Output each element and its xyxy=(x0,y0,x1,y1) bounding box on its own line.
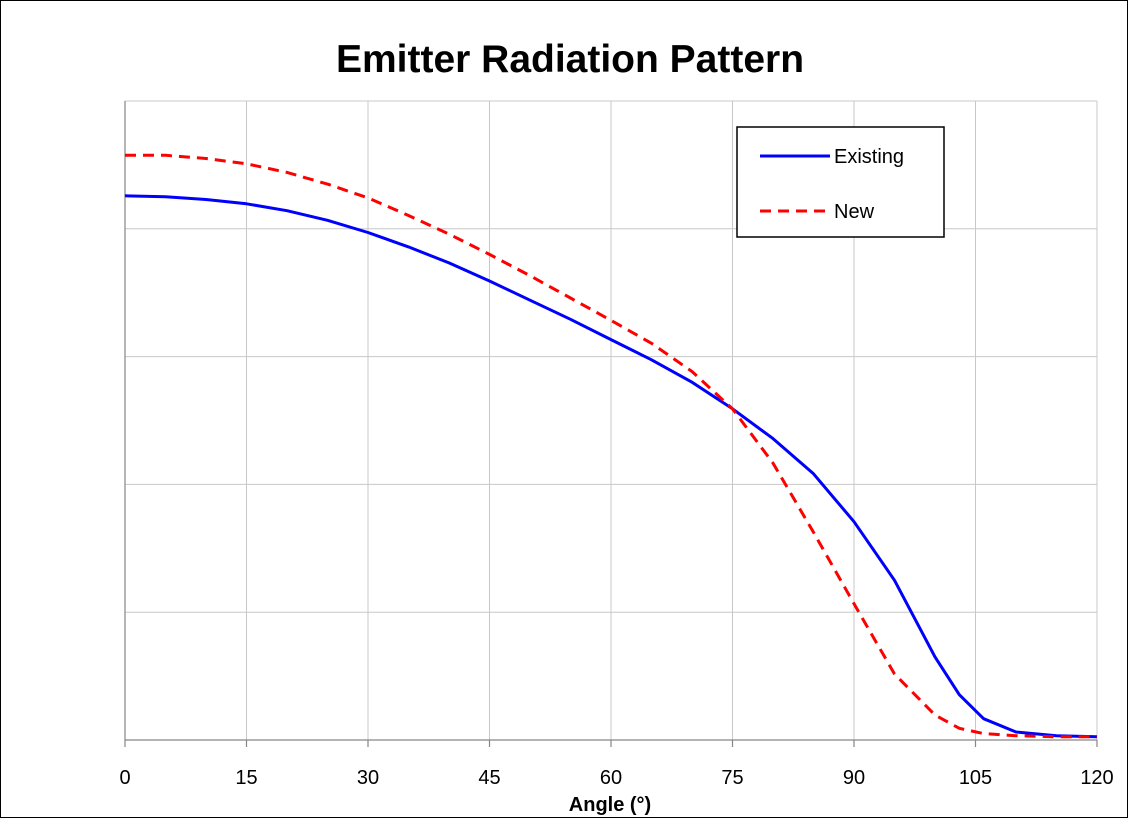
x-tick-label: 105 xyxy=(959,767,992,789)
grid xyxy=(125,100,1098,740)
x-tick-label: 0 xyxy=(119,767,130,789)
x-tick-label: 60 xyxy=(600,767,622,789)
legend-label-existing: Existing xyxy=(834,146,904,168)
x-tick-label: 75 xyxy=(721,767,743,789)
x-tick-label: 15 xyxy=(235,767,257,789)
x-tick-label: 30 xyxy=(357,767,379,789)
x-tick-label: 45 xyxy=(478,767,500,789)
x-tick-labels: 0 15 30 45 60 75 90 105 120 xyxy=(119,767,1113,789)
legend-label-new: New xyxy=(834,201,875,223)
series-lines xyxy=(124,153,1098,739)
axes xyxy=(124,101,1098,747)
series-line-existing xyxy=(124,194,1098,739)
legend-box xyxy=(736,126,945,238)
series-line-new xyxy=(125,153,1097,739)
x-tick-label: 120 xyxy=(1080,767,1113,789)
chart-title: Emitter Radiation Pattern xyxy=(336,38,804,81)
x-axis-label: Angle (°) xyxy=(569,794,651,816)
legend: Existing New xyxy=(736,126,945,238)
x-tick-label: 90 xyxy=(843,767,865,789)
